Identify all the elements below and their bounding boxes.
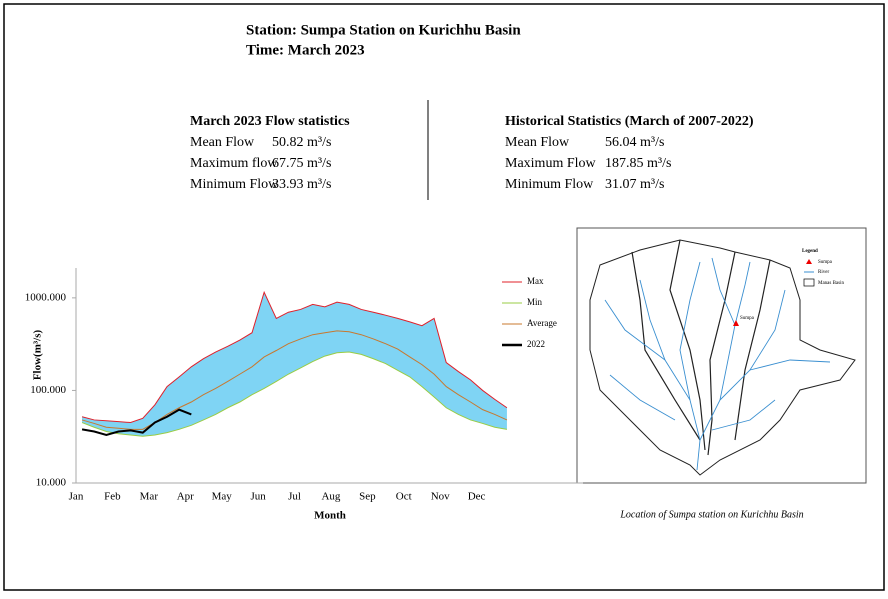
map-caption: Location of Sumpa station on Kurichhu Ba… bbox=[619, 509, 803, 520]
range-band bbox=[82, 292, 507, 437]
river bbox=[711, 257, 736, 326]
stats-title: Historical Statistics (March of 2007-202… bbox=[505, 114, 754, 129]
legend-label: Min bbox=[527, 297, 543, 307]
sub-basin bbox=[734, 259, 771, 441]
y-tick-label: 1000.000 bbox=[25, 291, 67, 303]
stat-value: 31.07 m³/s bbox=[605, 177, 664, 192]
legend-title: Legend bbox=[802, 249, 818, 254]
river bbox=[604, 299, 666, 361]
x-tick-label: Dec bbox=[468, 491, 486, 503]
legend-label: Average bbox=[527, 318, 557, 328]
river bbox=[679, 261, 701, 401]
time-title: Time: March 2023 bbox=[246, 42, 365, 58]
y-tick-label: 10.000 bbox=[36, 477, 67, 489]
stats-title: March 2023 Flow statistics bbox=[190, 114, 350, 129]
sub-basin bbox=[669, 239, 706, 451]
x-tick-label: May bbox=[212, 491, 233, 503]
x-tick-label: Mar bbox=[140, 491, 159, 503]
station-label: Sumpa bbox=[740, 316, 755, 321]
stat-label: Minimum Flow bbox=[505, 177, 594, 192]
y-axis-label: Flow(m³/s) bbox=[32, 329, 44, 380]
stat-value: 187.85 m³/s bbox=[605, 156, 671, 171]
x-tick-label: Sep bbox=[359, 491, 376, 503]
map-frame bbox=[576, 227, 867, 484]
river bbox=[609, 374, 676, 421]
stat-label: Maximum Flow bbox=[505, 156, 597, 171]
sub-basin bbox=[707, 251, 736, 456]
x-tick-label: Feb bbox=[104, 491, 121, 503]
x-tick-label: Jan bbox=[69, 491, 84, 503]
stat-value: 56.04 m³/s bbox=[605, 135, 664, 150]
legend-symbol bbox=[806, 259, 812, 264]
stat-value: 50.82 m³/s bbox=[272, 135, 331, 150]
river bbox=[719, 289, 786, 401]
x-tick-label: Jul bbox=[288, 491, 301, 503]
basin-outline bbox=[589, 239, 856, 476]
legend-label: Manas Basin bbox=[818, 281, 844, 286]
river bbox=[749, 359, 831, 371]
station-marker bbox=[733, 320, 739, 326]
x-tick-label: Oct bbox=[396, 491, 412, 503]
x-tick-label: Apr bbox=[177, 491, 194, 503]
station-title: Station: Sumpa Station on Kurichhu Basin bbox=[246, 22, 521, 38]
series-line bbox=[81, 351, 508, 437]
stat-label: Maximum flow bbox=[190, 156, 278, 171]
x-axis-label: Month bbox=[314, 510, 346, 522]
series-line bbox=[81, 408, 192, 437]
stat-value: 33.93 m³/s bbox=[272, 177, 331, 192]
series-line bbox=[81, 290, 508, 424]
map: Sumpa Legend Sumpa River Manas Basin bbox=[576, 227, 867, 484]
river bbox=[711, 399, 776, 431]
x-tick-label: Jun bbox=[250, 491, 266, 503]
legend-label: 2022 bbox=[527, 339, 545, 349]
stat-label: Mean Flow bbox=[505, 135, 570, 150]
x-tick-label: Aug bbox=[321, 491, 340, 503]
legend-label: Max bbox=[527, 276, 544, 286]
stat-label: Minimum Flow bbox=[190, 177, 279, 192]
y-tick-label: 100.000 bbox=[30, 384, 66, 396]
page-border bbox=[3, 3, 885, 591]
legend-label: River bbox=[818, 270, 829, 275]
river bbox=[639, 279, 701, 471]
x-tick-label: Nov bbox=[431, 491, 450, 503]
legend-label: Sumpa bbox=[818, 260, 833, 265]
stat-value: 67.75 m³/s bbox=[272, 156, 331, 171]
sub-basin bbox=[631, 251, 701, 441]
legend-symbol bbox=[803, 278, 815, 287]
stat-label: Mean Flow bbox=[190, 135, 255, 150]
